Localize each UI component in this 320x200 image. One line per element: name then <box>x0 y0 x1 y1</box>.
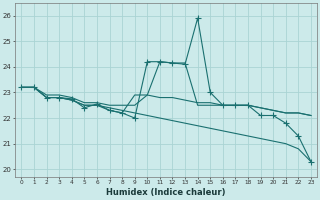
X-axis label: Humidex (Indice chaleur): Humidex (Indice chaleur) <box>107 188 226 197</box>
